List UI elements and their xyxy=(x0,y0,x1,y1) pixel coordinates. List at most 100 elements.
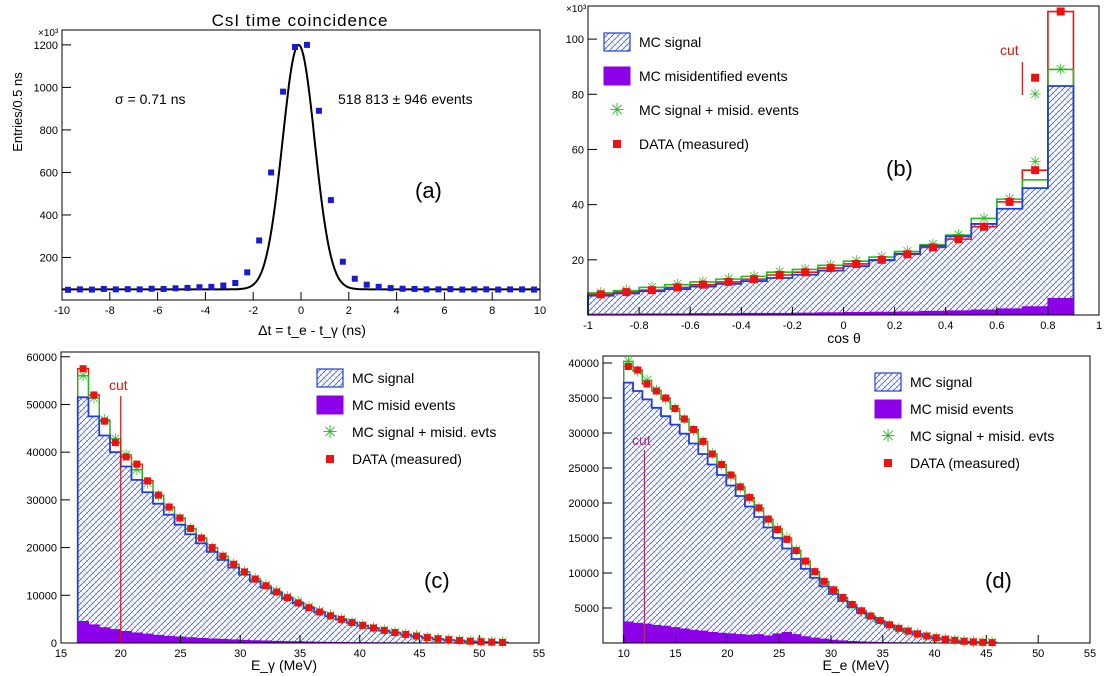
panel-d-xlabel: E_e (MeV) xyxy=(823,657,890,673)
panel-b-ytick-label: 40 xyxy=(572,200,584,212)
panel-b-y-multiplier: ×10³ xyxy=(566,4,587,15)
panel-a-data-point xyxy=(495,286,502,293)
panel-a-fit-curve xyxy=(62,43,540,291)
panel-a-ytick-label: 200 xyxy=(40,252,58,264)
panel-c-data-marker xyxy=(165,503,173,511)
panel-c-data-marker xyxy=(187,525,195,533)
panel-a-data-point xyxy=(471,286,478,293)
panel-a-ytick-label: 1200 xyxy=(34,40,58,52)
panel-c-data-marker xyxy=(79,365,87,373)
panel-a-data-point xyxy=(244,269,251,276)
panel-c-data-marker xyxy=(283,594,291,602)
panel-b-data-marker xyxy=(1056,7,1065,16)
panel-d-data-marker xyxy=(820,577,828,585)
panel-b-xtick-label: -0.2 xyxy=(783,320,802,332)
panel-b-data-marker xyxy=(852,259,861,268)
panel-a-data-point xyxy=(124,286,131,293)
panel-a-letter: (a) xyxy=(415,178,442,203)
panel-a-data-point xyxy=(531,286,538,293)
panel-a-data-point xyxy=(112,286,119,293)
panel-b-data-marker xyxy=(698,280,707,289)
panel-b-data-marker xyxy=(928,243,937,252)
panel-a-xtick-label: -8 xyxy=(105,305,115,317)
panel-b-ytick-label: 80 xyxy=(572,89,584,101)
panel-a-data-point xyxy=(220,282,227,289)
panel-b-cut-label: cut xyxy=(1000,42,1019,58)
panel-b-xtick-label: 0.2 xyxy=(887,320,902,332)
panel-a-data-point xyxy=(327,197,334,204)
panel-a-data-point xyxy=(256,237,263,244)
panel-b-data-marker xyxy=(596,290,605,299)
panel-c-xtick-label: 55 xyxy=(533,648,545,660)
panel-a-ytick-label: 1000 xyxy=(34,82,58,94)
panel-c-data-marker xyxy=(90,391,98,399)
panel-a-data-point xyxy=(315,107,322,114)
panel-c-data-marker xyxy=(434,635,442,643)
panel-c-data-marker xyxy=(294,599,302,607)
panel-c-letter: (c) xyxy=(424,568,450,593)
panel-b-data-marker xyxy=(750,275,759,284)
panel-c-data-marker xyxy=(305,604,313,612)
panel-c-data-marker xyxy=(477,638,485,646)
panel-d-data-marker xyxy=(913,630,921,638)
panel-c-signal-fill xyxy=(77,397,508,643)
panel-d-data-marker xyxy=(876,617,884,625)
panel-d-legend-label: MC signal + misid. evts xyxy=(910,428,1054,444)
panel-a-ytick-label: 400 xyxy=(40,210,58,222)
panel-b-xtick-label: -0.6 xyxy=(681,320,700,332)
panel-d-data-marker xyxy=(969,638,977,646)
panel-a-events-annotation: 518 813 ± 946 events xyxy=(338,91,473,107)
panel-c-data-marker xyxy=(359,621,367,629)
panel-b-data-marker xyxy=(673,283,682,292)
panel-c-photon-energy: E_γ (MeV) (c) cut 15 20 25 30 35 40 45 50 55 0 100… xyxy=(26,351,545,673)
panel-d-plot-frame xyxy=(602,355,1091,644)
panel-d-data-marker xyxy=(727,471,735,479)
panel-c-data-marker xyxy=(111,439,119,447)
panel-b-data-marker xyxy=(724,277,733,286)
panel-b-xtick-label: 0.8 xyxy=(1040,320,1055,332)
panel-c-data-marker xyxy=(262,582,270,590)
panel-c-xtick-label: 45 xyxy=(413,648,425,660)
panel-d-data-marker xyxy=(867,612,875,620)
panel-a-xtick-label: -4 xyxy=(201,305,211,317)
panel-b-ytick-label: 60 xyxy=(572,144,584,156)
panel-b-xtick-label: 0 xyxy=(840,320,846,332)
panel-c-ytick-label: 50000 xyxy=(26,399,57,411)
panel-d-data-marker xyxy=(923,632,931,640)
panel-c-xlabel: E_γ (MeV) xyxy=(251,657,317,673)
panel-c-data-marker xyxy=(219,552,227,560)
panel-b-xtick-label: -1 xyxy=(583,320,593,332)
panel-c-xtick-label: 20 xyxy=(115,648,127,660)
panel-c-data-marker xyxy=(423,634,431,642)
panel-a-xtick-label: -2 xyxy=(248,305,258,317)
panel-b-legend-label: MC signal xyxy=(639,34,701,50)
panel-d-data-marker xyxy=(848,601,856,608)
panel-a-data-point xyxy=(435,286,442,293)
panel-a-data-point xyxy=(148,285,155,292)
panel-c-data-marker xyxy=(230,560,238,568)
panel-a-xtick-label: 8 xyxy=(489,305,495,317)
panel-c-legend-misid-swatch xyxy=(316,395,344,415)
panel-b-legend-label: DATA (measured) xyxy=(639,136,749,152)
panel-a-data-point xyxy=(184,284,191,291)
panel-d-legend-data-marker xyxy=(884,459,892,467)
panel-c-data-marker xyxy=(380,626,388,634)
panel-b-legend-label: MC misidentified events xyxy=(639,68,788,84)
panel-c-legend-data-marker xyxy=(326,455,334,463)
panel-c-data-marker xyxy=(499,638,507,646)
panel-c-ytick-label: 40000 xyxy=(26,447,57,459)
panel-a-xtick-label: 10 xyxy=(534,305,546,317)
panel-d-legend-combined-marker: ✳ xyxy=(880,426,895,446)
panel-d-xtick-label: 55 xyxy=(1084,648,1096,660)
panel-d-data-marker xyxy=(624,363,632,370)
panel-b-data-marker xyxy=(826,264,835,273)
panel-c-data-marker xyxy=(316,608,324,616)
panel-d-data-marker xyxy=(699,437,707,445)
panel-d-ytick-label: 5000 xyxy=(575,603,599,615)
panel-a-xtick-label: 6 xyxy=(441,305,447,317)
panel-b-xtick-label: 0.6 xyxy=(989,320,1004,332)
panel-d-electron-energy: E_e (MeV) (d) cut 1015202530354045505550… xyxy=(568,354,1096,673)
panel-d-data-marker xyxy=(979,638,987,646)
panel-d-data-marker xyxy=(746,493,754,501)
